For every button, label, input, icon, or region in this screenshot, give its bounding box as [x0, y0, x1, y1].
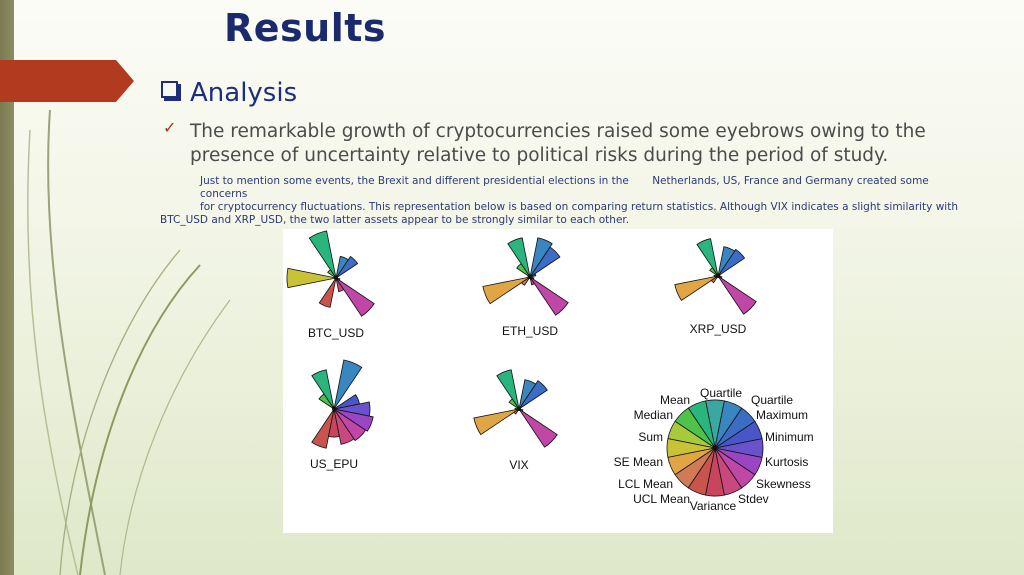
star-plot-svg: BTC_USD ETH_USD XRP_USD US_EPU VIX Mean … [286, 230, 814, 513]
curved-lines-decoration [27, 109, 231, 575]
star-label-vix: VIX [509, 458, 528, 472]
star-segment [327, 269, 337, 279]
star-segment [518, 408, 558, 448]
star-segment [311, 369, 335, 410]
star-segment [335, 277, 375, 317]
left-accent-strip [0, 0, 14, 575]
star-segment [516, 263, 531, 278]
key-label-kurtosis: Kurtosis [765, 455, 808, 469]
slide-title: Results [224, 6, 387, 50]
star-label-xrp: XRP_USD [690, 322, 747, 336]
key-label-ucl-mean: UCL Mean [633, 492, 690, 506]
key-label-quartile-1: Quartile [700, 386, 742, 400]
detail-line-2: for cryptocurrency fluctuations. This re… [200, 201, 958, 213]
key-label-maximum: Maximum [756, 408, 808, 422]
star-plot-xrp [674, 238, 757, 315]
section-heading: Analysis [161, 78, 297, 108]
key-label-stdev: Stdev [738, 492, 769, 506]
key-label-median: Median [634, 408, 673, 422]
key-segment [714, 400, 743, 449]
star-segment [518, 379, 537, 410]
star-segment [717, 275, 757, 315]
key-label-skewness: Skewness [756, 477, 811, 491]
star-segment [717, 246, 736, 277]
detail-line-1: Just to mention some events, the Brexit … [200, 175, 929, 200]
star-plot-vix [473, 369, 558, 448]
star-segment [473, 408, 520, 436]
star-segment [333, 394, 360, 410]
star-plot-us-epu [311, 359, 374, 449]
star-segment [529, 276, 569, 316]
star-segment [335, 255, 349, 279]
star-center [716, 274, 720, 278]
star-segment [508, 398, 520, 410]
star-label-btc: BTC_USD [308, 326, 364, 340]
key-label-quartile-3: Quartile [751, 393, 793, 407]
star-center [334, 276, 338, 280]
detail-text: Just to mention some events, the Brexit … [160, 175, 960, 227]
star-segment [286, 267, 337, 289]
star-segment [311, 408, 335, 449]
star-segment [521, 276, 531, 286]
star-segment [496, 369, 520, 410]
star-segment [710, 275, 719, 284]
star-segment [318, 277, 337, 308]
star-segment [482, 276, 531, 305]
star-segment [308, 230, 337, 279]
star-center [517, 407, 521, 411]
star-segment [333, 408, 374, 432]
key-label-lcl-mean: LCL Mean [618, 477, 673, 491]
star-key-circle [666, 399, 764, 497]
key-label-sum: Sum [638, 430, 663, 444]
star-segment [507, 237, 531, 278]
star-center [332, 407, 336, 411]
star-plot-figure: BTC_USD ETH_USD XRP_USD US_EPU VIX Mean … [283, 229, 833, 533]
star-segment [717, 248, 746, 277]
checkmark-icon: ✓ [163, 118, 177, 137]
key-label-mean: Mean [660, 393, 690, 407]
star-segment [696, 238, 719, 277]
star-plot-btc [286, 230, 375, 317]
star-center [528, 275, 532, 279]
star-plot-eth [482, 237, 569, 316]
checkbox-bullet-icon [161, 80, 178, 98]
star-segment [529, 237, 553, 278]
star-label-us-epu: US_EPU [310, 457, 358, 471]
detail-line-3: BTC_USD and XRP_USD, the two latter asse… [160, 214, 630, 226]
star-segment [318, 393, 335, 410]
star-label-eth: ETH_USD [502, 324, 558, 338]
key-label-variance: Variance [690, 499, 737, 513]
star-segment [333, 401, 371, 417]
star-segment [335, 255, 359, 279]
star-segment [674, 275, 719, 301]
star-segment [518, 380, 548, 410]
arrow-tab-decoration [0, 60, 134, 102]
key-label-minimum: Minimum [765, 430, 814, 444]
star-segment [333, 359, 363, 410]
main-point-text: The remarkable growth of cryptocurrencie… [190, 121, 926, 166]
section-heading-text: Analysis [190, 78, 298, 108]
key-label-se-mean: SE Mean [614, 455, 663, 469]
star-segment [709, 267, 719, 277]
